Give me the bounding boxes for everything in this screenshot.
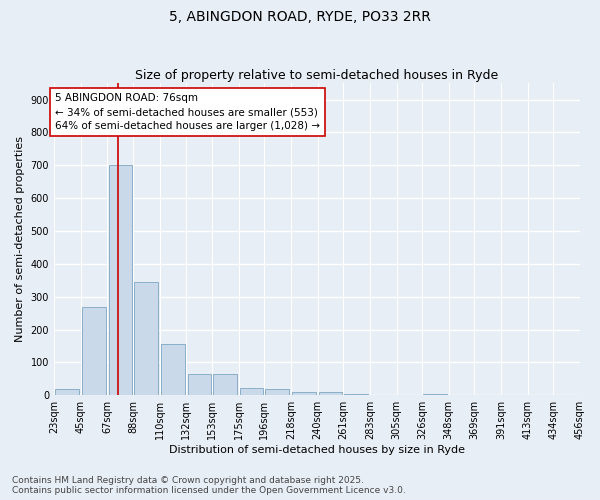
Bar bbox=[109, 166, 131, 395]
Bar bbox=[161, 344, 185, 395]
Text: 5, ABINGDON ROAD, RYDE, PO33 2RR: 5, ABINGDON ROAD, RYDE, PO33 2RR bbox=[169, 10, 431, 24]
Bar bbox=[319, 392, 342, 395]
Bar bbox=[55, 388, 79, 395]
Bar bbox=[240, 388, 263, 395]
Bar bbox=[265, 390, 289, 395]
Bar bbox=[213, 374, 237, 395]
Bar bbox=[188, 374, 211, 395]
Bar bbox=[292, 392, 316, 395]
Text: 5 ABINGDON ROAD: 76sqm
← 34% of semi-detached houses are smaller (553)
64% of se: 5 ABINGDON ROAD: 76sqm ← 34% of semi-det… bbox=[55, 93, 320, 131]
Title: Size of property relative to semi-detached houses in Ryde: Size of property relative to semi-detach… bbox=[136, 69, 499, 82]
Bar bbox=[82, 306, 106, 395]
Text: Contains HM Land Registry data © Crown copyright and database right 2025.
Contai: Contains HM Land Registry data © Crown c… bbox=[12, 476, 406, 495]
Bar bbox=[424, 394, 448, 395]
Bar bbox=[134, 282, 158, 395]
X-axis label: Distribution of semi-detached houses by size in Ryde: Distribution of semi-detached houses by … bbox=[169, 445, 465, 455]
Y-axis label: Number of semi-detached properties: Number of semi-detached properties bbox=[15, 136, 25, 342]
Bar bbox=[344, 394, 368, 395]
